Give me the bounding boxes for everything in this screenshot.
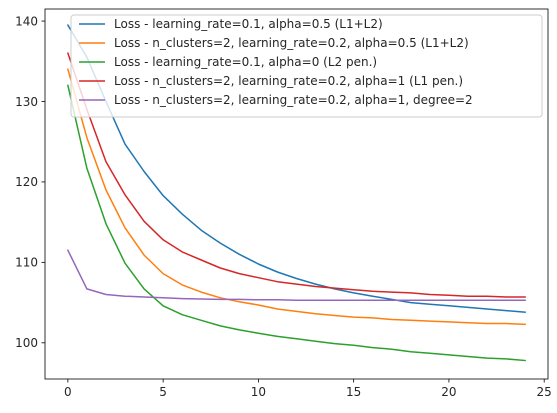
series-line-0 <box>66 24 526 314</box>
legend-entry-label: Loss - learning_rate=0.1, alpha=0.5 (L1+… <box>114 17 383 31</box>
legend-entry-label: Loss - n_clusters=2, learning_rate=0.2, … <box>114 74 463 88</box>
y-tick-label: 140 <box>15 14 38 28</box>
axes-frame <box>44 8 549 380</box>
legend-entry-label: Loss - learning_rate=0.1, alpha=0 (L2 pe… <box>114 55 377 69</box>
series-line-1 <box>66 68 526 326</box>
x-tick-label: 10 <box>251 385 266 399</box>
series-line-3 <box>66 52 526 298</box>
legend-box <box>70 14 543 118</box>
series-line-4 <box>66 249 526 301</box>
series-layer <box>66 24 526 362</box>
y-tick-label: 100 <box>15 336 38 350</box>
y-tick-label: 110 <box>15 256 38 270</box>
x-tick-label: 20 <box>441 385 456 399</box>
axes-layer: 0 5 10 15 20 25 100 110 120 130 140 <box>15 8 552 399</box>
x-tick-label: 25 <box>537 385 552 399</box>
x-tick-label: 0 <box>64 385 72 399</box>
y-tick-label: 120 <box>15 175 38 189</box>
legend-entry-label: Loss - n_clusters=2, learning_rate=0.2, … <box>114 93 473 107</box>
x-tick-label: 5 <box>159 385 167 399</box>
y-tick-label: 130 <box>15 95 38 109</box>
x-tick-label: 15 <box>346 385 361 399</box>
legend-entry-label: Loss - n_clusters=2, learning_rate=0.2, … <box>114 36 469 50</box>
legend: Loss - learning_rate=0.1, alpha=0.5 (L1+… <box>70 14 543 118</box>
series-line-2 <box>67 84 526 362</box>
